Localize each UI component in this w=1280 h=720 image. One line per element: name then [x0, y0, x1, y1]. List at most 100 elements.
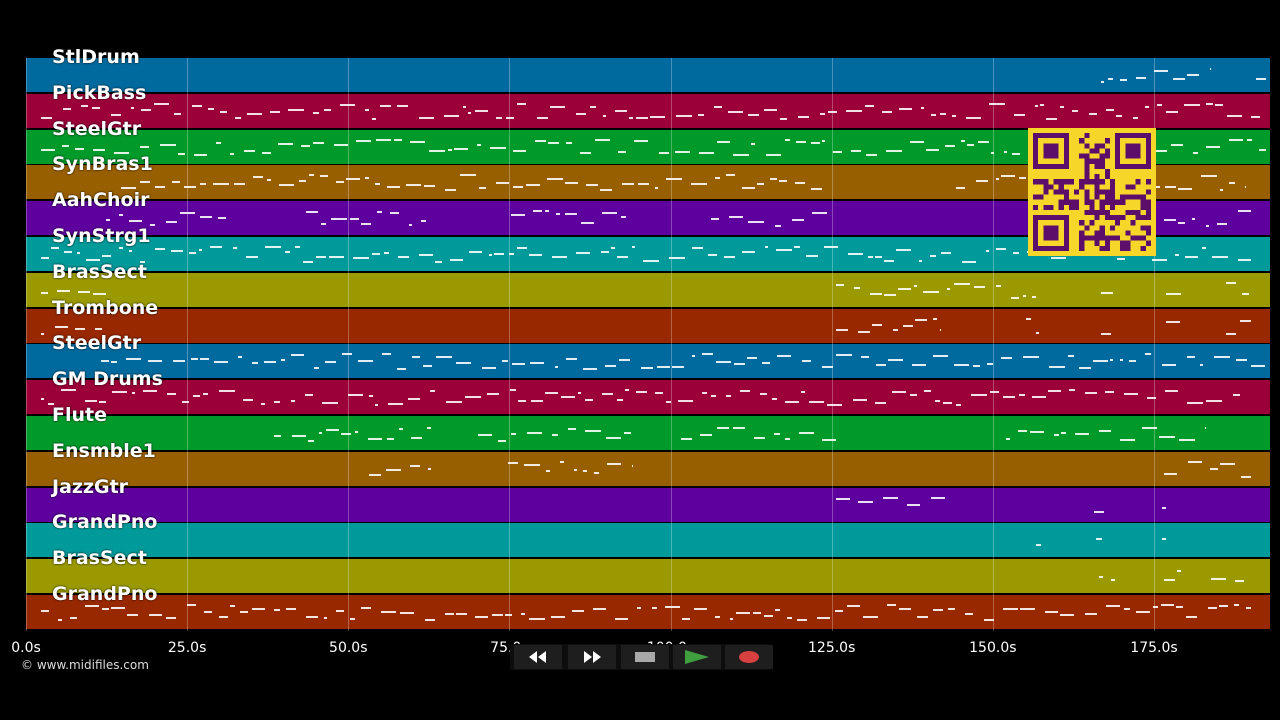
track-lane[interactable] [26, 58, 1270, 92]
midi-note [883, 496, 898, 499]
midi-note [1079, 367, 1091, 370]
midi-note [801, 391, 805, 394]
midi-note [529, 254, 542, 256]
midi-note [940, 112, 946, 115]
midi-note [602, 393, 613, 396]
midi-note [111, 361, 117, 364]
midi-note [776, 249, 792, 251]
midi-note [990, 391, 999, 394]
midi-note [1001, 357, 1012, 360]
midi-note [305, 394, 313, 397]
rewind-button[interactable] [514, 645, 562, 669]
midi-note [657, 366, 670, 369]
track-lane[interactable] [26, 487, 1270, 522]
track-label: SteelGtr [52, 332, 142, 355]
midi-note [1259, 148, 1266, 151]
midi-note [1068, 355, 1074, 358]
midi-note [692, 355, 695, 358]
midi-note [213, 183, 229, 186]
track-lane[interactable] [26, 559, 1270, 594]
midi-note [930, 255, 936, 257]
midi-note [809, 401, 824, 404]
midi-note [952, 114, 956, 117]
midi-note [419, 254, 433, 256]
midi-note [607, 462, 621, 465]
stop-button[interactable] [621, 645, 669, 669]
midi-note [566, 141, 572, 144]
midi-note [278, 142, 293, 145]
midi-note [702, 392, 707, 395]
midi-note [490, 146, 506, 149]
midi-note [219, 390, 235, 393]
midi-note [641, 367, 653, 370]
midi-note [1004, 150, 1007, 153]
midi-note [167, 393, 176, 396]
midi-note [699, 151, 714, 154]
track-lane[interactable] [26, 93, 1270, 128]
track-label: SynStrg1 [52, 225, 151, 247]
midi-note [996, 248, 1006, 250]
midi-note [489, 254, 492, 256]
midi-note [806, 255, 818, 257]
track-lane[interactable] [26, 272, 1270, 307]
midi-note [1226, 281, 1236, 284]
midi-note [833, 150, 842, 153]
midi-note [702, 353, 713, 356]
midi-note [1116, 114, 1122, 117]
midi-note [93, 148, 105, 151]
track-lane[interactable] [26, 595, 1270, 629]
play-button[interactable] [673, 645, 721, 669]
midi-note [1178, 222, 1185, 225]
record-button[interactable] [725, 645, 773, 669]
midi-note [910, 394, 917, 397]
track-lane[interactable] [26, 344, 1270, 379]
midi-note [812, 212, 827, 215]
midi-note [178, 152, 185, 155]
midi-note [787, 617, 792, 619]
midi-note [914, 284, 917, 287]
midi-note [933, 317, 937, 320]
midi-note [666, 178, 682, 181]
midi-note [1136, 611, 1150, 613]
midi-note [55, 325, 68, 328]
midi-note [537, 116, 548, 119]
track-lane[interactable] [26, 451, 1270, 486]
track-lane[interactable] [26, 308, 1270, 343]
midi-note [965, 613, 973, 615]
track-lane[interactable] [26, 523, 1270, 558]
midi-note [436, 356, 452, 359]
midi-note [948, 608, 955, 610]
midi-note [341, 433, 351, 435]
midi-note [601, 251, 609, 253]
midi-note [70, 617, 77, 619]
midi-note [531, 400, 543, 403]
midi-note [915, 318, 927, 321]
midi-note [733, 153, 749, 156]
fast-forward-button[interactable] [568, 645, 616, 669]
midi-note [1051, 257, 1066, 259]
midi-note [779, 180, 787, 183]
time-tick-label: 125.0s [808, 640, 856, 656]
midi-note [192, 104, 202, 107]
midi-note [1205, 427, 1206, 429]
midi-note [286, 608, 296, 610]
midi-note [751, 142, 755, 145]
midi-note [551, 616, 565, 618]
midi-note [121, 187, 136, 190]
midi-note [377, 211, 382, 214]
midi-note [550, 105, 565, 108]
midi-note [836, 283, 844, 286]
midi-note [605, 365, 616, 368]
track-lane[interactable] [26, 416, 1270, 450]
midi-note [621, 216, 626, 219]
midi-note [568, 428, 576, 430]
midi-note [672, 366, 684, 369]
track-lane[interactable] [26, 380, 1270, 415]
midi-note [643, 260, 659, 262]
time-gridline [187, 58, 188, 631]
midi-note [324, 617, 327, 619]
midi-note [884, 260, 894, 262]
midi-note [530, 362, 544, 365]
midi-note [954, 282, 970, 285]
midi-note [1220, 189, 1223, 192]
